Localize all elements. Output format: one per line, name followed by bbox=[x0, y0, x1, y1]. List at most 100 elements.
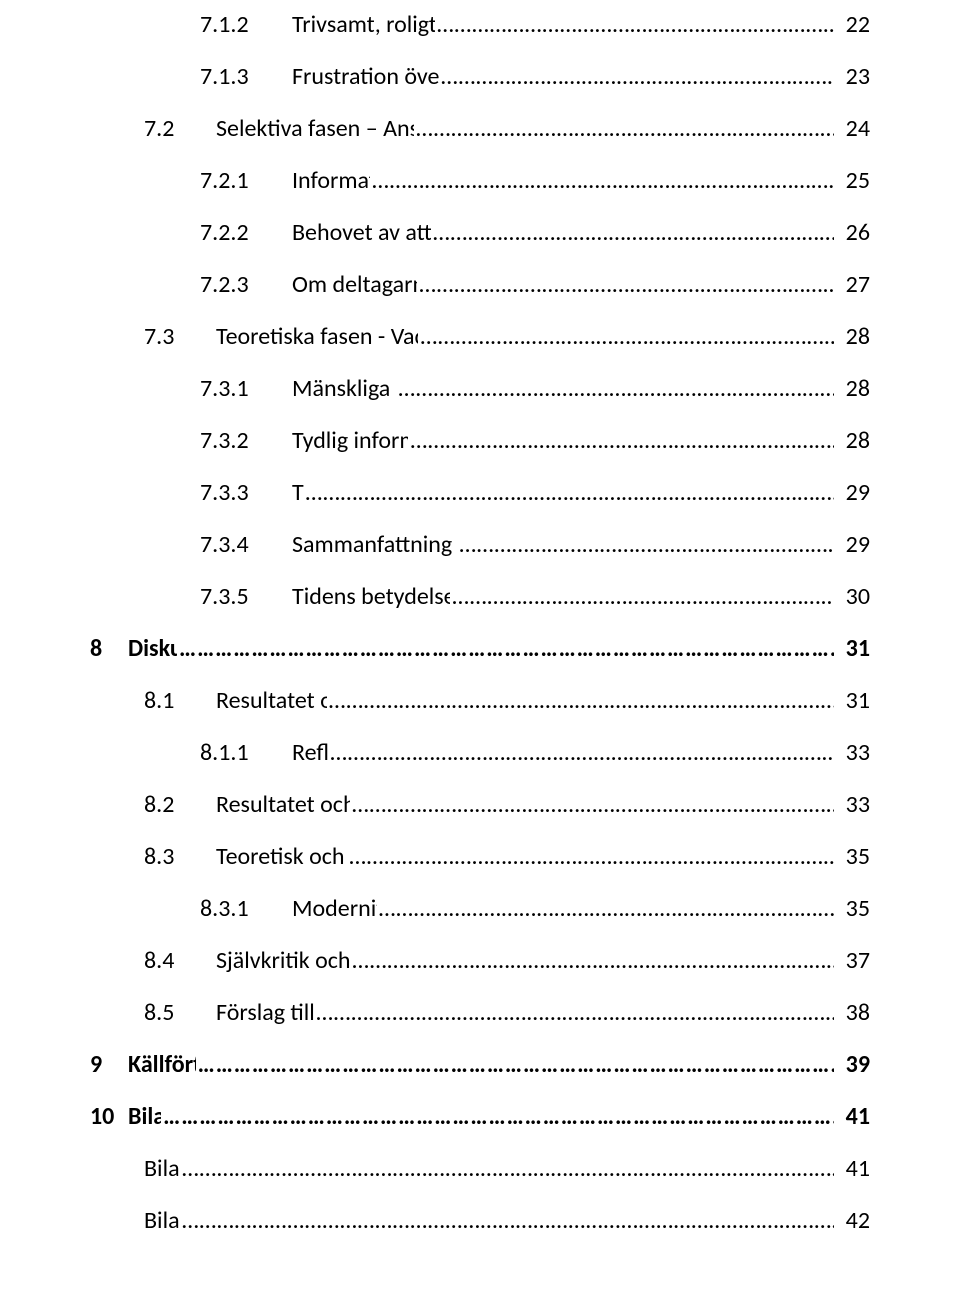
toc-title: Tid bbox=[292, 478, 304, 508]
toc-title: Selektiva fasen – Anställdas Kunskap och… bbox=[216, 114, 414, 144]
toc-number: 9 bbox=[90, 1050, 128, 1080]
toc-entry: 7.2.1 Information gör skillnad 25 bbox=[90, 166, 870, 196]
toc-title: Bilaga 1 bbox=[144, 1154, 180, 1184]
toc-page: 7.1.2 Trivsamt, roligt och utvecklande a… bbox=[0, 0, 960, 1298]
toc-page-number: 35 bbox=[836, 842, 870, 872]
toc-page-number: 41 bbox=[836, 1102, 870, 1132]
toc-page-number: 29 bbox=[836, 478, 870, 508]
toc-entry: 9 Källförteckning 39 bbox=[90, 1050, 870, 1080]
toc-leader bbox=[161, 1102, 836, 1132]
toc-page-number: 23 bbox=[836, 62, 870, 92]
toc-entry: 8.2 Resultatet och den tidigare forsknin… bbox=[90, 790, 870, 820]
toc-entry: 7.3.3 Tid 29 bbox=[90, 478, 870, 508]
toc-entry: 8.1 Resultatet och frågeställningen 31 bbox=[90, 686, 870, 716]
toc-number: 7.3 bbox=[144, 322, 216, 352]
toc-entry: 7.3.4 Sammanfattning av analys, resultat… bbox=[90, 530, 870, 560]
toc-entry: Bilaga 2 42 bbox=[90, 1206, 870, 1236]
toc-leader bbox=[370, 166, 836, 196]
toc-title: Bilaga 2 bbox=[144, 1206, 180, 1236]
toc-leader bbox=[347, 842, 836, 872]
toc-leader bbox=[327, 686, 836, 716]
toc-entry: 7.3.2 Tydlig information och Kommunikati… bbox=[90, 426, 870, 456]
toc-page-number: 22 bbox=[836, 10, 870, 40]
toc-title: Trivsamt, roligt och utvecklande att arb… bbox=[292, 10, 435, 40]
toc-number: 8.5 bbox=[144, 998, 216, 1028]
toc-leader bbox=[396, 374, 836, 404]
toc-leader bbox=[418, 322, 836, 352]
toc-leader bbox=[350, 790, 836, 820]
toc-number: 8.2 bbox=[144, 790, 216, 820]
toc-leader bbox=[314, 998, 836, 1028]
toc-number: 8 bbox=[90, 634, 128, 664]
toc-page-number: 30 bbox=[836, 582, 870, 612]
toc-title: Sammanfattning av analys, resultat och d… bbox=[292, 530, 457, 560]
toc-page-number: 28 bbox=[836, 322, 870, 352]
toc-entry: 8.3 Teoretisk och begreppslig referensra… bbox=[90, 842, 870, 872]
toc-number: 7.3.2 bbox=[200, 426, 292, 456]
toc-leader bbox=[304, 478, 837, 508]
toc-page-number: 38 bbox=[836, 998, 870, 1028]
toc-entry: 7.2 Selektiva fasen – Anställdas Kunskap… bbox=[90, 114, 870, 144]
toc-entry: 7.3 Teoretiska fasen - Vad krävs för en … bbox=[90, 322, 870, 352]
toc-title: Tidens betydelse för en lyckad och hållb… bbox=[292, 582, 450, 612]
toc-entry: 8.4 Självkritik och metodens begränsning… bbox=[90, 946, 870, 976]
toc-title: Frustration över tidsbrist och oklara an… bbox=[292, 62, 439, 92]
toc-number: 7.1.2 bbox=[200, 10, 292, 40]
toc-page-number: 26 bbox=[836, 218, 870, 248]
toc-page-number: 42 bbox=[836, 1206, 870, 1236]
toc-page-number: 39 bbox=[836, 1050, 870, 1080]
toc-leader bbox=[196, 1050, 836, 1080]
toc-title: Tydlig information och Kommunikation bbox=[292, 426, 408, 456]
toc-title: Reflektion bbox=[292, 738, 328, 768]
toc-leader bbox=[377, 894, 836, 924]
toc-page-number: 31 bbox=[836, 634, 870, 664]
toc-entry: 7.2.3 Om deltagarna lättare får arbete m… bbox=[90, 270, 870, 300]
toc-leader bbox=[431, 218, 836, 248]
toc-number: 8.1 bbox=[144, 686, 216, 716]
toc-title: Diskussion bbox=[128, 634, 177, 664]
toc-entry: 8.5 Förslag till vidare forskning 38 bbox=[90, 998, 870, 1028]
toc-page-number: 27 bbox=[836, 270, 870, 300]
toc-number: 8.3 bbox=[144, 842, 216, 872]
toc-page-number: 29 bbox=[836, 530, 870, 560]
toc-title: Mänskliga resurser och utbildning bbox=[292, 374, 396, 404]
toc-leader bbox=[350, 946, 836, 976]
toc-title: Självkritik och metodens begränsningar bbox=[216, 946, 350, 976]
toc-page-number: 33 bbox=[836, 738, 870, 768]
toc-entry: 10 Bilagor 41 bbox=[90, 1102, 870, 1132]
toc-title: Om deltagarna lättare får arbete med OCN bbox=[292, 270, 417, 300]
toc-number: 7.3.4 bbox=[200, 530, 292, 560]
toc-leader bbox=[180, 1206, 836, 1236]
toc-entry: 7.3.5 Tidens betydelse för en lyckad och… bbox=[90, 582, 870, 612]
toc-number: 8.4 bbox=[144, 946, 216, 976]
toc-title: Förslag till vidare forskning bbox=[216, 998, 314, 1028]
toc-leader bbox=[180, 1154, 836, 1184]
toc-leader bbox=[177, 634, 836, 664]
toc-entry: 8.3.1 Modernitetens reflexivitet 35 bbox=[90, 894, 870, 924]
toc-title: Behovet av att validera deltagarnas komp… bbox=[292, 218, 431, 248]
toc-number: 7.2.1 bbox=[200, 166, 292, 196]
toc-entry: 7.3.1 Mänskliga resurser och utbildning … bbox=[90, 374, 870, 404]
toc-leader bbox=[435, 10, 836, 40]
toc-number: 7.3.3 bbox=[200, 478, 292, 508]
toc-title: Källförteckning bbox=[128, 1050, 196, 1080]
toc-leader bbox=[328, 738, 836, 768]
toc-title: Teoretiska fasen - Vad krävs för en lyck… bbox=[216, 322, 418, 352]
toc-leader bbox=[408, 426, 836, 456]
toc-title: Teoretisk och begreppslig referensram bbox=[216, 842, 347, 872]
toc-title: Information gör skillnad bbox=[292, 166, 370, 196]
toc-entry: 8 Diskussion 31 bbox=[90, 634, 870, 664]
toc-number: 7.3.1 bbox=[200, 374, 292, 404]
toc-page-number: 37 bbox=[836, 946, 870, 976]
toc-number: 7.2 bbox=[144, 114, 216, 144]
toc-entry: 7.2.2 Behovet av att validera deltagarna… bbox=[90, 218, 870, 248]
toc-leader bbox=[439, 62, 836, 92]
toc-number: 7.1.3 bbox=[200, 62, 292, 92]
toc-number: 7.2.3 bbox=[200, 270, 292, 300]
toc-page-number: 28 bbox=[836, 426, 870, 456]
toc-number: 7.3.5 bbox=[200, 582, 292, 612]
toc-number: 10 bbox=[90, 1102, 128, 1132]
toc-number: 7.2.2 bbox=[200, 218, 292, 248]
toc-entry: 8.1.1 Reflektion 33 bbox=[90, 738, 870, 768]
toc-page-number: 25 bbox=[836, 166, 870, 196]
